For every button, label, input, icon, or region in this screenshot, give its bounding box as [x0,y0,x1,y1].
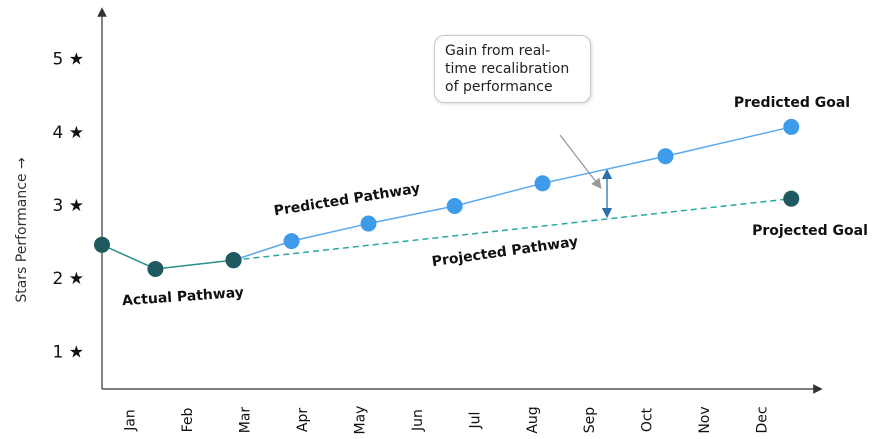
y-tick-label: 1 ★ [53,342,84,362]
series-line [233,126,792,261]
point [94,236,110,253]
x-tick-label: Apr [295,408,311,432]
series-label: Actual Pathway [122,285,245,309]
point [225,252,242,269]
x-tick-label: Mar [238,407,254,434]
series-line [233,197,792,261]
x-tick-label: Sep [582,407,598,434]
series-label: Projected Pathway [431,234,579,270]
x-tick-label: Dec [755,406,771,433]
series-label: Predicted Pathway [273,181,422,220]
point [283,233,300,250]
point [147,260,164,277]
x-tick-label: Feb [180,407,196,432]
x-tick-label: May [352,406,368,435]
y-axis-label: Stars Performance → [14,157,30,303]
point [360,215,377,232]
point [534,175,551,192]
y-tick-label: 4 ★ [53,123,84,143]
x-tick-label: Jan [123,409,139,432]
point [446,197,463,214]
y-tick-label: 2 ★ [53,269,84,289]
x-tick-label: Jun [410,409,426,432]
series-line [101,244,234,270]
x-tick-label: Aug [525,406,541,433]
point [657,148,674,165]
x-tick-label: Oct [640,407,656,432]
callout-pointer [559,134,602,190]
y-tick-label: 5 ★ [53,50,84,70]
projected-goal-label: Projected Goal [752,223,868,239]
predicted-goal-label: Predicted Goal [734,95,850,111]
x-tick-label: Jul [467,412,483,430]
callout: Gain from real-time recalibration of per… [434,35,591,103]
x-tick-label: Nov [697,406,713,433]
point [783,118,800,135]
y-tick-label: 3 ★ [53,196,84,216]
point [783,190,800,207]
